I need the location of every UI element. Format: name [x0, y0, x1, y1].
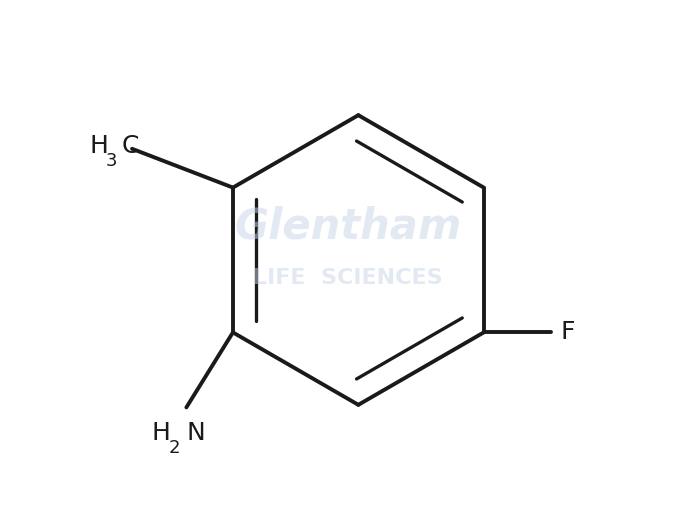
Text: C: C — [122, 134, 139, 158]
Text: 2: 2 — [168, 439, 180, 457]
Text: H: H — [89, 134, 108, 158]
Text: N: N — [187, 421, 205, 445]
Text: LIFE  SCIENCES: LIFE SCIENCES — [253, 268, 443, 288]
Text: Glentham: Glentham — [235, 205, 461, 248]
Text: 3: 3 — [106, 152, 117, 170]
Text: H: H — [151, 421, 170, 445]
Text: F: F — [560, 320, 575, 344]
